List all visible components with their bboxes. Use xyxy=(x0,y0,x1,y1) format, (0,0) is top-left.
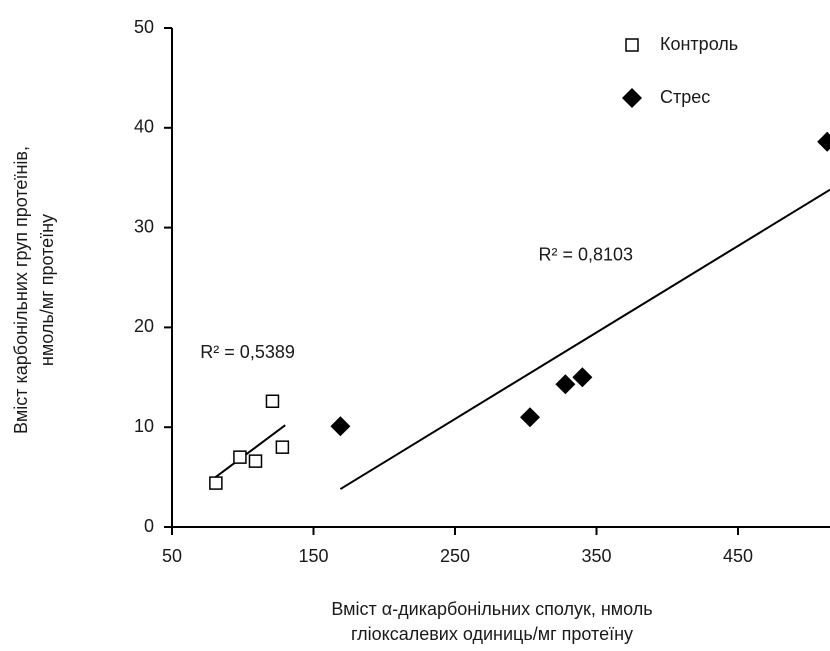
data-point xyxy=(248,454,263,468)
x-tick-label: 350 xyxy=(581,546,611,566)
data-point xyxy=(275,440,290,454)
data-point xyxy=(265,394,280,409)
legend-label: Контроль xyxy=(660,34,738,54)
y-tick-label: 10 xyxy=(134,416,154,436)
x-axis-label: гліоксалевих одиниць/мг протеїну xyxy=(351,624,633,644)
y-tick-label: 30 xyxy=(134,216,154,236)
y-axis-label: Вміст карбонільних груп протеїнів, xyxy=(11,146,31,434)
y-axis-label: нмоль/мг протеїну xyxy=(37,214,57,366)
x-tick-label: 150 xyxy=(298,546,328,566)
data-point xyxy=(572,367,593,388)
r-squared-label: R² = 0,5389 xyxy=(200,342,295,362)
legend-marker xyxy=(622,88,642,108)
x-tick-label: 50 xyxy=(162,546,182,566)
legend-label: Стрес xyxy=(660,87,710,107)
data-point xyxy=(209,476,223,490)
y-tick-label: 0 xyxy=(144,516,154,536)
legend-marker xyxy=(625,38,639,52)
data-point xyxy=(520,407,541,428)
data-point xyxy=(817,131,830,152)
y-tick-label: 50 xyxy=(134,17,154,37)
x-axis-label: Вміст α-дикарбонільних сполук, нмоль xyxy=(331,599,652,619)
trend-line xyxy=(339,188,830,490)
x-tick-label: 250 xyxy=(440,546,470,566)
y-tick-label: 40 xyxy=(134,117,154,137)
trend-line xyxy=(211,424,286,481)
x-tick-label: 450 xyxy=(723,546,753,566)
y-tick-label: 20 xyxy=(134,316,154,336)
data-point xyxy=(233,450,247,464)
data-point xyxy=(330,416,351,437)
r-squared-label: R² = 0,8103 xyxy=(538,244,633,264)
data-point xyxy=(555,374,576,395)
